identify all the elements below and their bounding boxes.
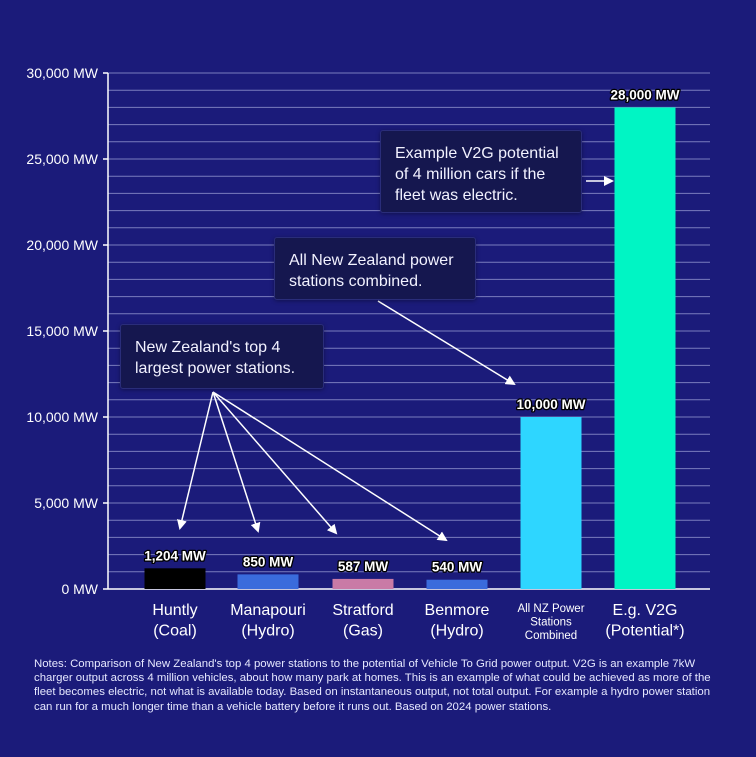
- bar: [332, 578, 394, 589]
- value-label: 850 MW: [243, 554, 294, 569]
- callout-top4-line1: New Zealand's top 4: [135, 339, 281, 356]
- value-label: 540 MW: [432, 560, 483, 575]
- x-tick-label: (Hydro): [430, 623, 483, 640]
- y-tick-label: 5,000 MW: [34, 495, 99, 511]
- callout-all-nz-line1: All New Zealand power: [289, 252, 454, 269]
- callout-v2g-line1: Example V2G potential: [395, 145, 559, 162]
- arrow-to-stratford: [212, 391, 338, 535]
- bar: [426, 579, 488, 589]
- x-tick-label: Stations: [530, 617, 572, 629]
- bar: [144, 568, 206, 589]
- y-tick-label: 15,000 MW: [26, 323, 98, 339]
- x-tick-label: Manapouri: [230, 602, 306, 619]
- y-tick-label: 0 MW: [61, 581, 98, 597]
- y-tick-label: 25,000 MW: [26, 151, 98, 167]
- x-tick-label: Huntly: [152, 602, 197, 619]
- y-tick-label: 20,000 MW: [26, 237, 98, 253]
- callout-top4-line2: largest power stations.: [135, 360, 296, 377]
- value-label: 1,204 MW: [144, 548, 206, 563]
- x-tick-label: (Coal): [153, 623, 197, 640]
- y-tick-label: 30,000 MW: [26, 65, 98, 81]
- bar: [520, 417, 582, 589]
- callout-top4: New Zealand's top 4 largest power statio…: [120, 324, 324, 389]
- value-label: 10,000 MW: [516, 397, 585, 412]
- x-tick-label: Stratford: [332, 602, 393, 619]
- y-tick-label: 10,000 MW: [26, 409, 98, 425]
- callout-v2g-line3: fleet was electric.: [395, 187, 518, 204]
- bar: [237, 574, 299, 589]
- bars: [144, 107, 676, 590]
- x-tick-label: (Hydro): [241, 623, 294, 640]
- value-labels: 1,204 MW 850 MW 587 MW 540 MW 10,000 MW 28,00…: [143, 86, 681, 576]
- callout-v2g: Example V2G potential of 4 million cars …: [380, 130, 582, 213]
- value-label: 587 MW: [338, 559, 389, 574]
- arrow-to-all-nz: [377, 300, 516, 386]
- value-label: 28,000 MW: [610, 87, 679, 102]
- y-axis: 0 MW 5,000 MW 10,000 MW 15,000 MW 20,000 MW 2…: [26, 65, 710, 597]
- bar: [614, 107, 676, 590]
- x-tick-label: Combined: [525, 630, 577, 642]
- callout-all-nz-line2: stations combined.: [289, 273, 423, 290]
- x-axis-labels: Huntly (Coal) Manapouri (Hydro) Stratford (Ga…: [152, 602, 684, 642]
- arrow-to-manapouri: [212, 391, 261, 533]
- x-tick-label: (Potential*): [605, 623, 684, 640]
- x-tick-label: E.g. V2G: [613, 602, 678, 619]
- callout-v2g-line2: of 4 million cars if the: [395, 166, 546, 183]
- x-tick-label: Benmore: [425, 602, 490, 619]
- x-tick-label: All NZ Power: [517, 603, 584, 615]
- annotation-arrows: [177, 176, 614, 542]
- arrow-to-benmore: [212, 391, 448, 542]
- x-tick-label: (Gas): [343, 623, 383, 640]
- chart-notes: Notes: Comparison of New Zealand's top 4…: [34, 658, 711, 713]
- arrow-to-huntly: [177, 391, 214, 530]
- callout-all-nz: All New Zealand power stations combined.: [274, 237, 476, 300]
